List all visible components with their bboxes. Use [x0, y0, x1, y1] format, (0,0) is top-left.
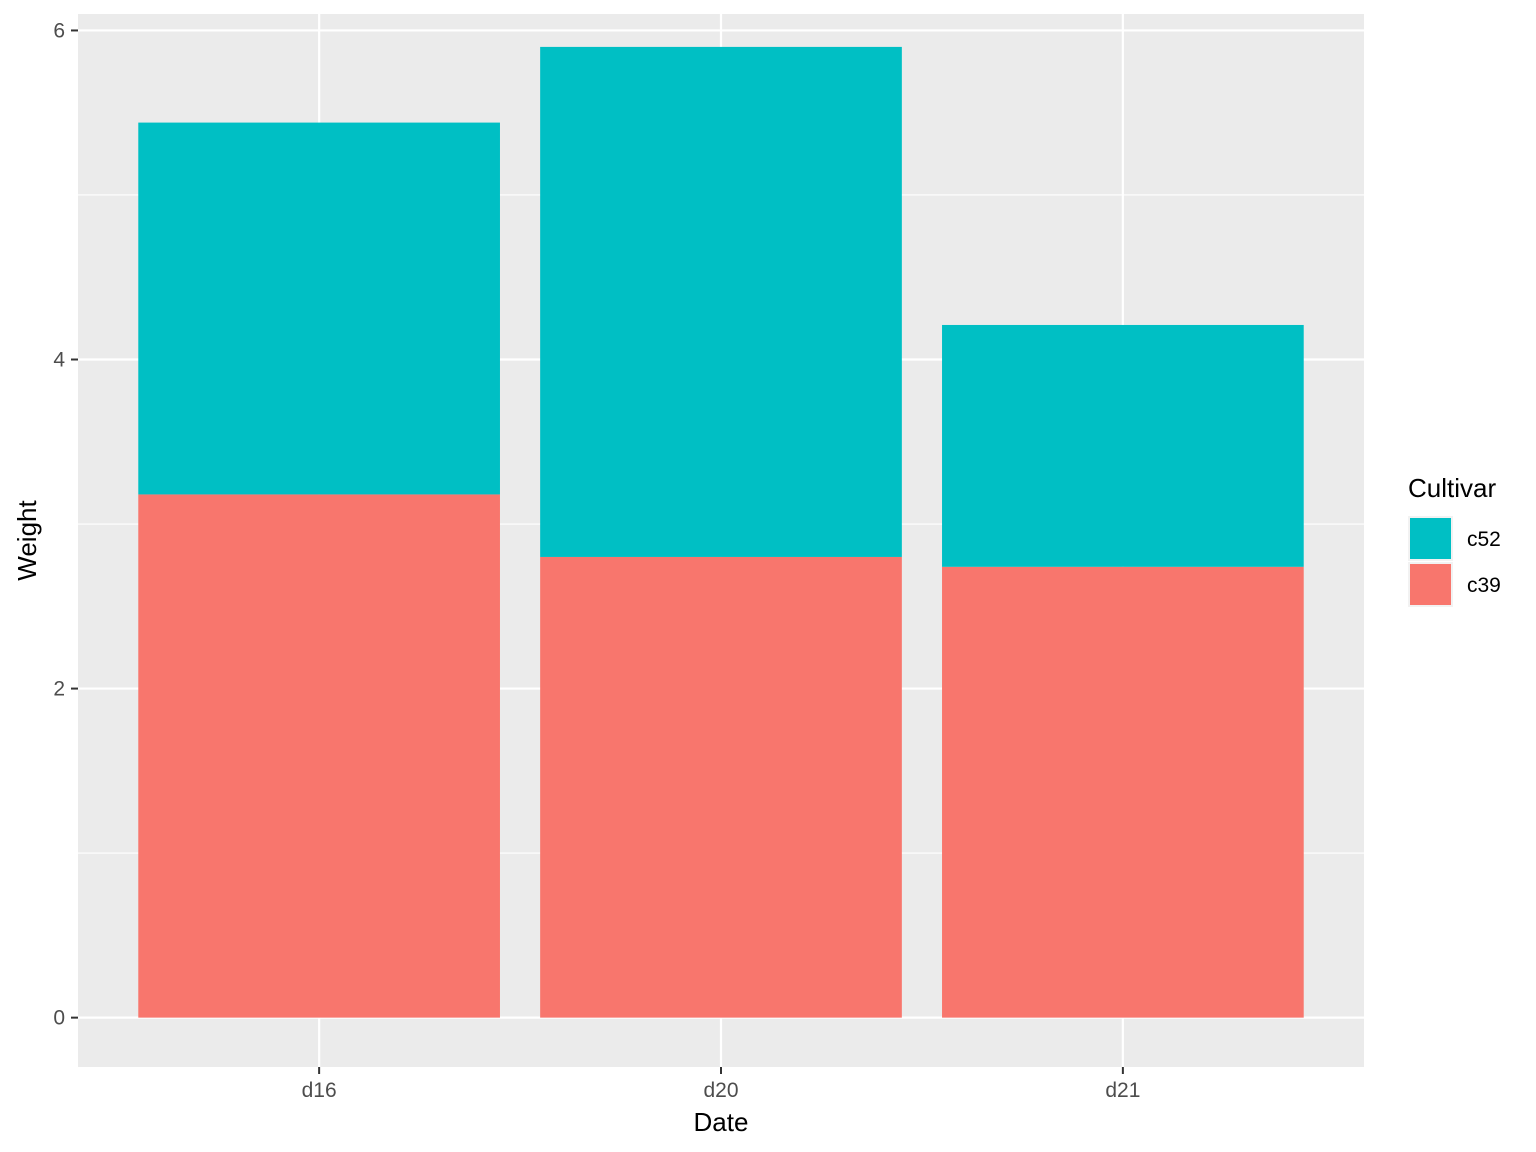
legend: Cultivar c52 c39 [1408, 473, 1501, 607]
bar-c39-d21 [942, 566, 1304, 1018]
legend-label-c39: c39 [1467, 574, 1501, 597]
legend-swatch-c39 [1410, 564, 1451, 605]
y-tick-label: 6 [53, 19, 65, 42]
bar-c52-d16 [138, 122, 500, 495]
y-tick-label: 2 [53, 678, 65, 701]
bars [138, 46, 1304, 1018]
x-axis-title: Date [694, 1107, 749, 1137]
x-tick-label: d20 [703, 1079, 738, 1102]
y-axis-title: Weight [12, 500, 42, 581]
legend-title: Cultivar [1408, 473, 1496, 503]
legend-label-c52: c52 [1467, 528, 1501, 551]
y-tick-label: 0 [53, 1007, 65, 1030]
bar-c39-d20 [540, 556, 902, 1018]
bar-c52-d21 [942, 324, 1304, 567]
bar-c52-d20 [540, 46, 902, 557]
legend-swatch-c52 [1410, 518, 1451, 559]
x-tick-label: d21 [1105, 1079, 1140, 1102]
x-axis: d16 d20 d21 [302, 1067, 1140, 1102]
y-axis: 0 2 4 6 [53, 19, 78, 1030]
bar-c39-d16 [138, 494, 500, 1018]
x-tick-label: d16 [302, 1079, 337, 1102]
y-tick-label: 4 [53, 349, 65, 372]
